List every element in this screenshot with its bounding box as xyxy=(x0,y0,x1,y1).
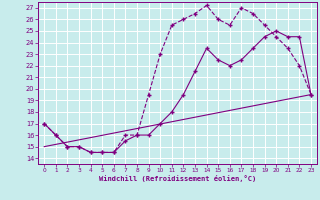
X-axis label: Windchill (Refroidissement éolien,°C): Windchill (Refroidissement éolien,°C) xyxy=(99,175,256,182)
